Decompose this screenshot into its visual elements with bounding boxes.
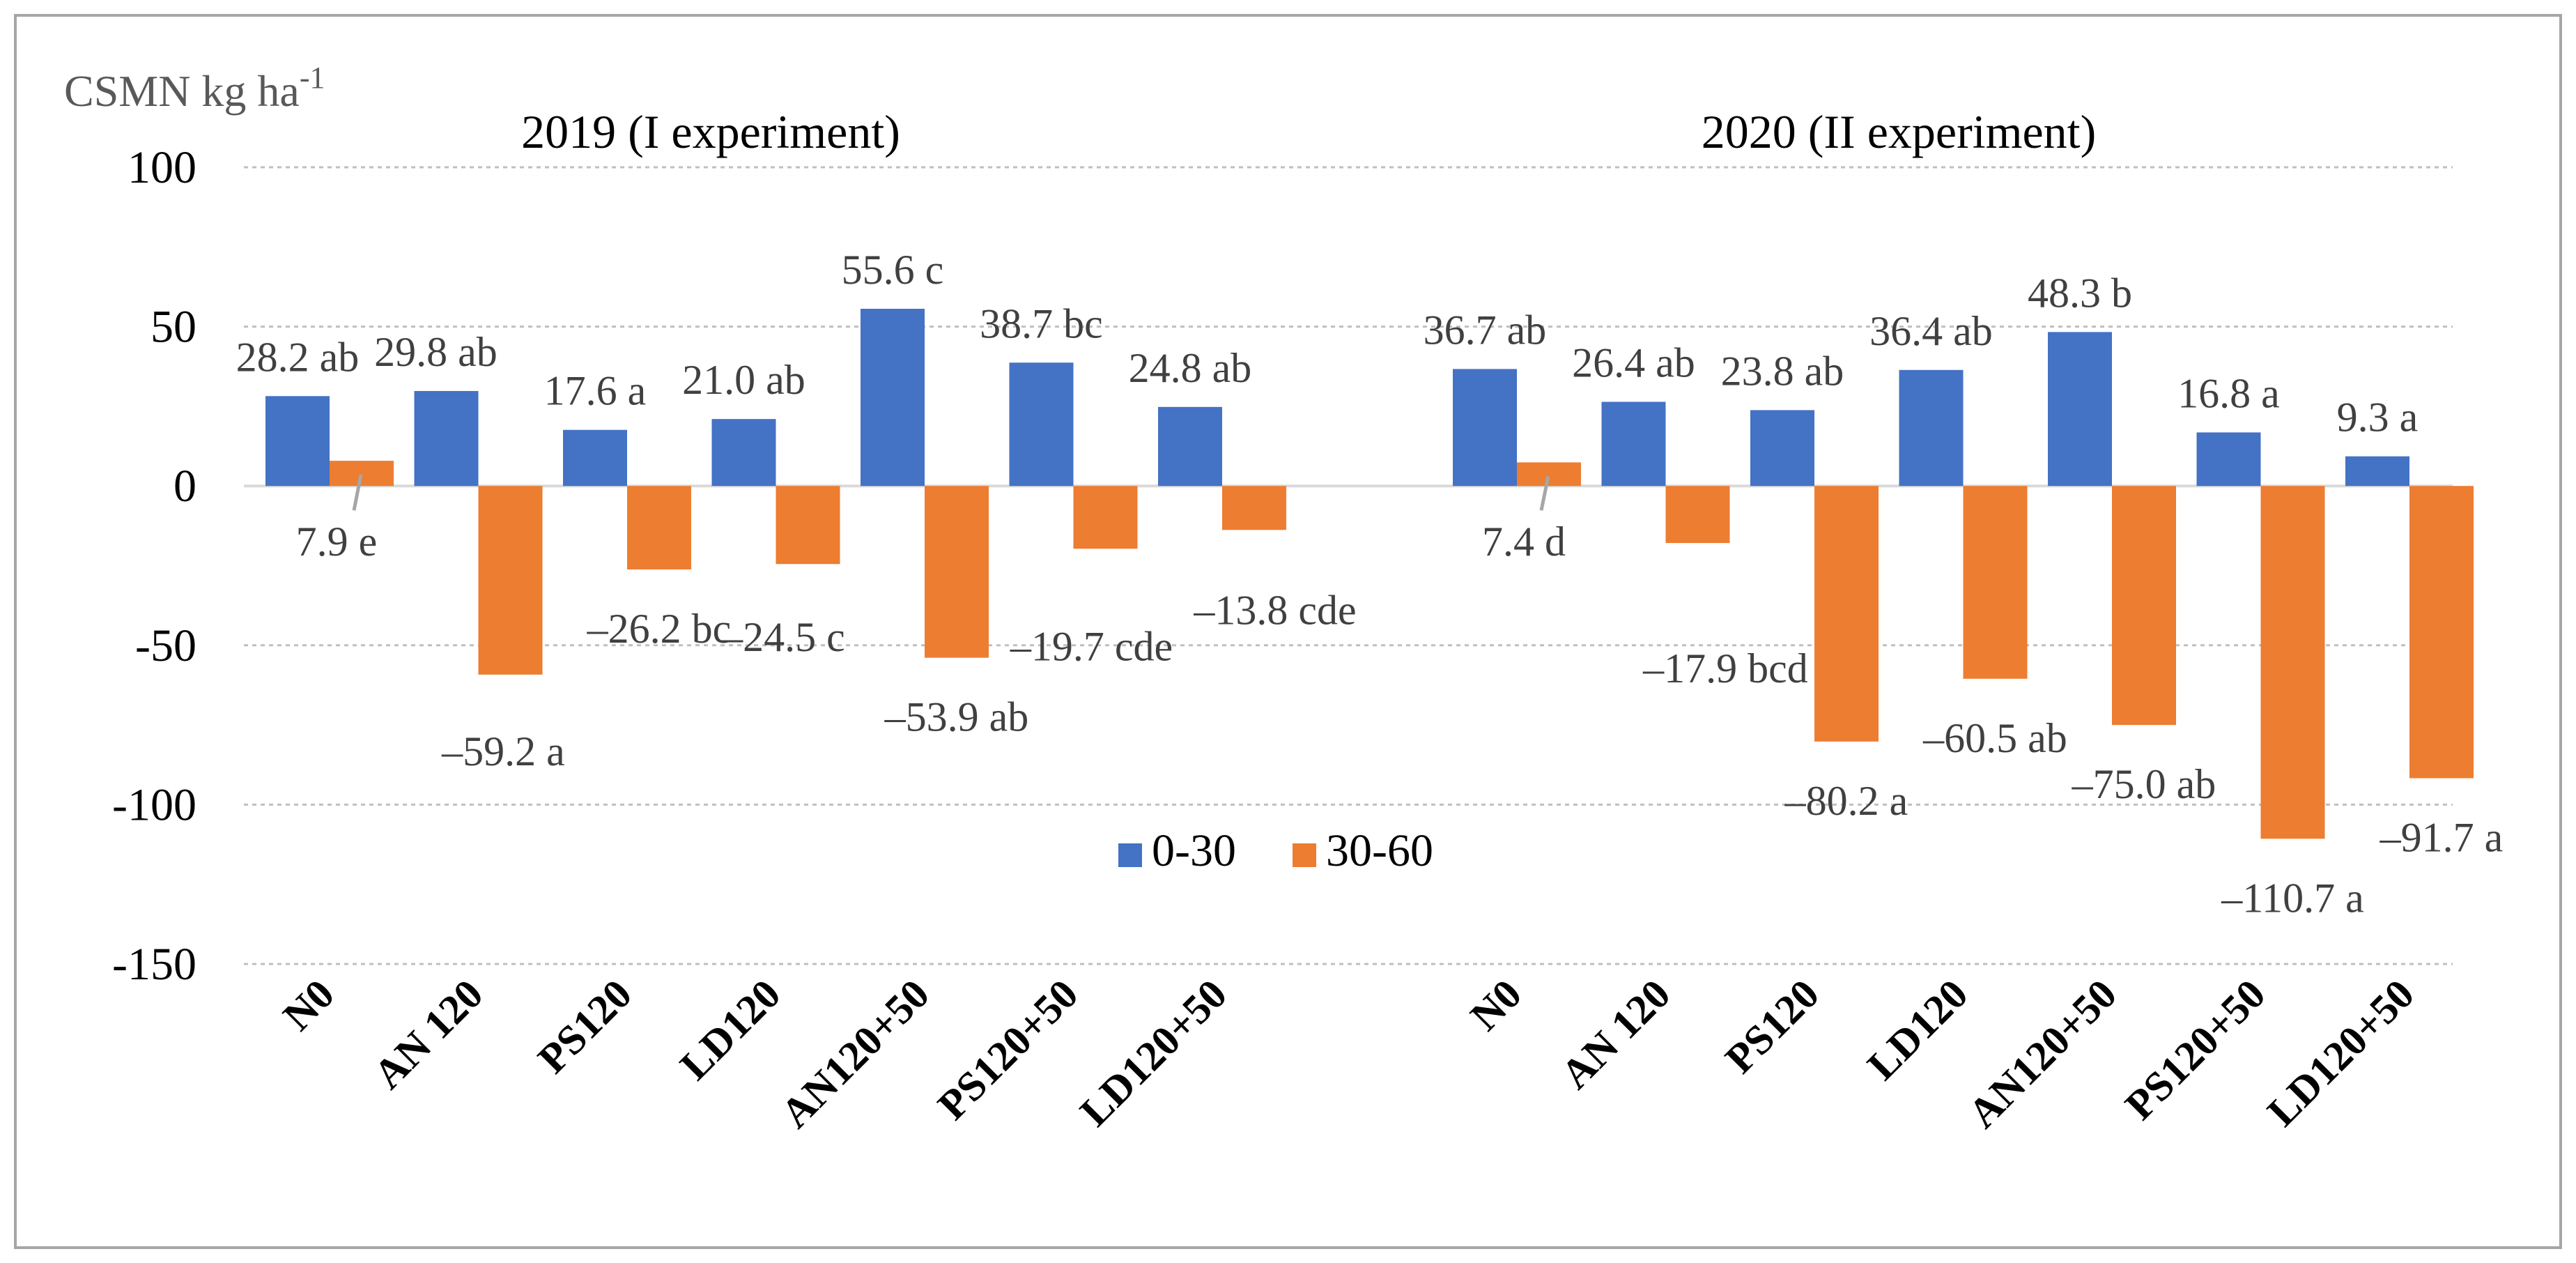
- data-label-0-30: 26.4 ab: [1572, 339, 1695, 385]
- legend-swatch-0-30: [1118, 843, 1142, 867]
- bar-layer: [265, 308, 2474, 839]
- bar-0-30-N0: [265, 396, 330, 487]
- bar-30-60-N0: [330, 461, 394, 487]
- data-label-0-30: 36.7 ab: [1424, 307, 1547, 353]
- label-leader-line: [1539, 475, 1550, 511]
- bar-30-60-LD120+50: [1222, 486, 1286, 530]
- data-label-30-60: –110.7 a: [2221, 875, 2363, 921]
- bar-0-30-N0: [1453, 369, 1517, 487]
- data-label-0-30: 28.2 ab: [236, 334, 360, 380]
- legend-label: 0-30: [1152, 825, 1236, 876]
- bar-0-30-LD120+50: [2345, 456, 2409, 487]
- bar-0-30-PS120: [1750, 410, 1814, 487]
- data-label-30-60: 7.9 e: [296, 519, 378, 565]
- data-label-0-30: 48.3 b: [2028, 270, 2132, 316]
- data-label-0-30: 17.6 a: [544, 368, 647, 414]
- bar-0-30-LD120+50: [1158, 406, 1222, 487]
- bar-30-60-AN120+50: [925, 486, 989, 658]
- data-label-0-30: 9.3 a: [2337, 395, 2419, 441]
- bar-30-60-AN120+50: [2112, 486, 2176, 726]
- data-label-0-30: 36.4 ab: [1869, 308, 1993, 354]
- label-leader-line: [352, 474, 363, 511]
- data-label-0-30: 16.8 a: [2177, 370, 2280, 416]
- y-tick-label: -50: [135, 620, 196, 671]
- data-label-30-60: –26.2 bc: [587, 606, 732, 652]
- bar-30-60-PS120+50: [2260, 486, 2325, 839]
- bar-30-60-LD120+50: [2409, 486, 2474, 779]
- data-label-30-60: –17.9 bcd: [1642, 645, 1808, 691]
- axis-layer: 100 50 0 -50 -100 -150: [112, 142, 196, 990]
- y-tick-label: -150: [112, 939, 196, 990]
- data-label-30-60: –24.5 c: [721, 614, 845, 660]
- data-label-0-30: 55.6 c: [842, 247, 944, 293]
- bar-30-60-PS120: [627, 486, 691, 569]
- data-label-30-60: –75.0 ab: [2072, 761, 2216, 807]
- data-label-0-30: 23.8 ab: [1721, 348, 1844, 394]
- data-label-30-60: 7.4 d: [1482, 519, 1566, 565]
- bar-0-30-AN120+50: [861, 308, 925, 487]
- data-label-30-60: –91.7 a: [2380, 814, 2504, 860]
- data-label-30-60: –19.7 cde: [1010, 623, 1173, 669]
- data-label-0-30: 24.8 ab: [1129, 345, 1252, 391]
- bar-0-30-AN120: [1601, 401, 1666, 487]
- y-tick-label: 100: [128, 142, 196, 193]
- y-tick-label: -100: [112, 779, 196, 830]
- data-label-0-30: 29.8 ab: [374, 329, 498, 375]
- bar-30-60-PS120+50: [1073, 486, 1138, 549]
- data-label-30-60: –13.8 cde: [1193, 587, 1356, 633]
- bar-0-30-AN120+50: [2048, 332, 2112, 487]
- bar-0-30-PS120+50: [1009, 362, 1074, 487]
- data-label-0-30: 38.7 bc: [980, 300, 1103, 346]
- bar-30-60-PS120: [1814, 486, 1879, 742]
- bar-30-60-AN120: [478, 486, 543, 675]
- y-axis-title: CSMN kg ha-1: [64, 61, 325, 116]
- bar-0-30-LD120: [1899, 369, 1964, 487]
- data-label-30-60: –60.5 ab: [1922, 715, 2067, 761]
- panel-title: 2019 (I experiment): [521, 105, 900, 158]
- data-label-30-60: –59.2 a: [441, 728, 565, 774]
- bar-0-30-LD120: [711, 419, 776, 487]
- legend: 0-30 30-60: [1118, 825, 1433, 876]
- legend-swatch-30-60: [1293, 843, 1316, 867]
- bar-0-30-AN120: [414, 390, 479, 487]
- y-tick-label: 0: [173, 461, 196, 512]
- y-tick-label: 50: [151, 302, 196, 353]
- bar-30-60-LD120: [776, 486, 840, 565]
- data-label-30-60: –53.9 ab: [884, 694, 1029, 740]
- data-label-30-60: –80.2 a: [1784, 778, 1908, 824]
- bar-30-60-N0: [1517, 462, 1581, 487]
- bar-30-60-LD120: [1963, 486, 2028, 679]
- legend-label: 30-60: [1326, 825, 1433, 876]
- bar-0-30-PS120+50: [2196, 432, 2261, 487]
- panel-title: 2020 (II experiment): [1702, 105, 2096, 158]
- bar-0-30-PS120: [563, 429, 627, 487]
- bar-30-60-AN120: [1665, 486, 1730, 544]
- data-label-0-30: 21.0 ab: [682, 357, 805, 403]
